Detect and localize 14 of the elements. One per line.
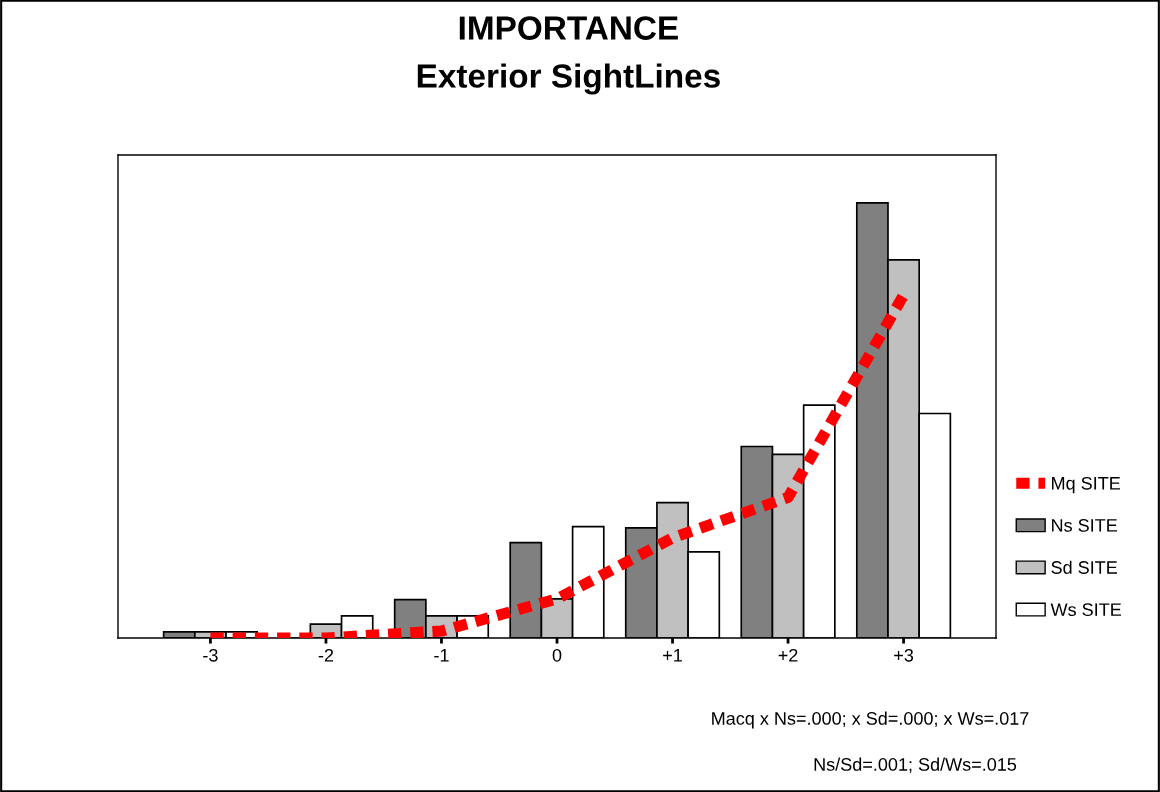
- x-tick-label: -1: [434, 649, 449, 662]
- x-tick-label: +2: [778, 648, 798, 662]
- legend-label: Sd SITE: [1051, 560, 1118, 574]
- legend-label: Ws SITE: [1050, 603, 1121, 617]
- x-tick-label: 0: [552, 648, 562, 662]
- x-tick-label: -2: [318, 648, 334, 662]
- x-tick-label: -3: [203, 648, 218, 662]
- legend-label: Mq SITE: [1052, 476, 1121, 494]
- chart-title: IMPORTANCE Exterior SightLines: [417, 16, 720, 95]
- x-tick-label: +1: [663, 649, 682, 662]
- text: Macq x Ns=.000; x Sd=.000; x Ws=.017: [712, 711, 1029, 729]
- text: Ns/Sd=.001; Sd/Ws=.015: [814, 757, 1017, 773]
- legend-label: Ns SITE: [1052, 519, 1117, 532]
- x-tick-label: +3: [894, 648, 914, 662]
